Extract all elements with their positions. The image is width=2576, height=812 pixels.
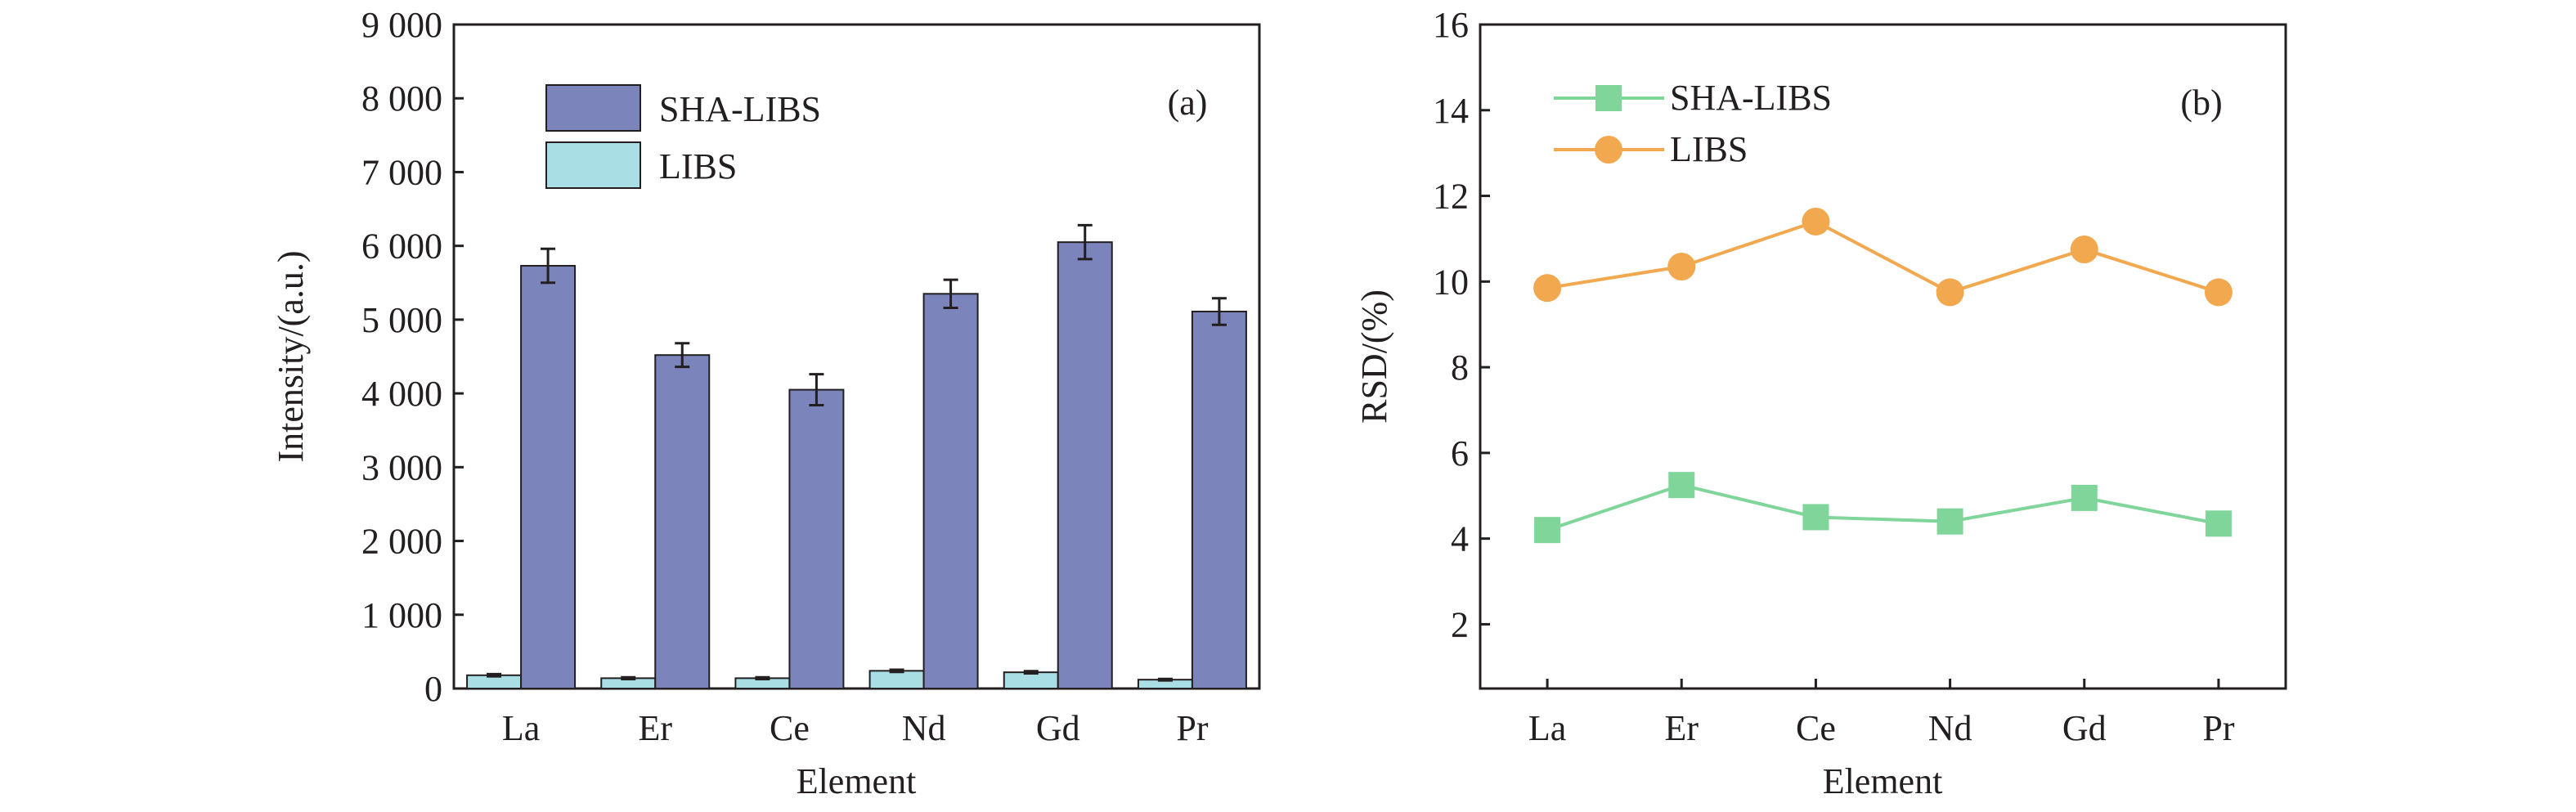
plot-area-frame-b: [1479, 23, 2287, 690]
legend-a: SHA-LIBS LIBS: [545, 84, 821, 189]
x-tick-label: Ce: [770, 708, 810, 748]
y-tick-label: 0: [424, 669, 442, 709]
x-tick-label: Pr: [1176, 708, 1208, 748]
x-axis-ticks-b: La Er Ce Nd Gd Pr: [1528, 679, 2235, 748]
legend-swatch-sha-libs: [545, 84, 641, 132]
bar-libs: [1003, 671, 1059, 690]
x-tick-label: Er: [638, 708, 672, 748]
y-axis-ticks-a: 0 1 000 2 000 3 000 4 000 5 000 6 000 7 000 8 00…: [361, 5, 464, 709]
bar-sha-libs: [922, 293, 979, 689]
legend-marker-libs: [1595, 136, 1622, 164]
data-point-libs: [1667, 252, 1696, 280]
y-tick-label: 8: [1451, 348, 1469, 388]
x-axis-ticks-a: La Er Ce Nd Gd Pr: [502, 679, 1209, 748]
y-tick-label: 7 000: [361, 152, 442, 192]
bars-a: [466, 223, 1247, 690]
y-tick-label: 6 000: [361, 227, 442, 267]
data-point-libs: [1936, 278, 1964, 307]
y-tick-label: 4 000: [361, 374, 442, 414]
data-point-sha-libs: [1936, 508, 1963, 535]
series-line-sha-libs: [1546, 483, 2219, 532]
y-axis-label-b: RSD/(%): [1354, 289, 1394, 424]
data-point-libs: [2070, 236, 2098, 264]
panel-label-a: (a): [1168, 83, 1208, 123]
bar-sha-libs: [1191, 310, 1247, 689]
x-tick-label: Pr: [2202, 708, 2234, 748]
legend-label-sha-libs: SHA-LIBS: [659, 89, 821, 129]
bar-sha-libs: [1057, 241, 1113, 689]
legend-marker-sha-libs: [1595, 85, 1622, 111]
data-point-sha-libs: [1802, 504, 1829, 531]
y-tick-label: 14: [1433, 91, 1469, 131]
bar-sha-libs: [654, 354, 711, 689]
y-tick-label: 2 000: [361, 522, 442, 562]
x-tick-label: Ce: [1796, 708, 1836, 748]
legend-swatch-libs: [545, 141, 641, 189]
x-tick-label: Gd: [2062, 708, 2107, 748]
y-tick-label: 8 000: [361, 79, 442, 119]
data-point-sha-libs: [1668, 472, 1695, 499]
y-tick-label: 9 000: [361, 5, 442, 45]
data-point-sha-libs: [1534, 517, 1561, 544]
chart-panel-b: 2 4 6 8 10 12 14 16 La Er Ce Nd Gd Pr RSD/(%) Elemen…: [1354, 5, 2287, 801]
x-axis-label-a: Element: [797, 761, 917, 801]
y-tick-label: 16: [1433, 5, 1469, 45]
y-tick-label: 10: [1433, 262, 1469, 302]
bar-sha-libs: [788, 388, 845, 689]
data-point-sha-libs: [2071, 484, 2098, 511]
x-tick-label: Nd: [902, 708, 946, 748]
plot-area-frame-a: [452, 23, 1261, 690]
data-point-libs: [1533, 274, 1562, 303]
legend-label-sha-libs-b: SHA-LIBS: [1670, 78, 1832, 118]
bar-sha-libs: [520, 265, 577, 689]
y-axis-ticks-b: 2 4 6 8 10 12 14 16: [1433, 5, 1490, 644]
panel-label-b: (b): [2180, 83, 2222, 123]
y-tick-label: 4: [1451, 519, 1469, 559]
y-tick-label: 1 000: [361, 595, 442, 635]
y-tick-label: 5 000: [361, 300, 442, 340]
y-tick-label: 12: [1433, 177, 1469, 217]
x-axis-label-b: Element: [1823, 761, 1943, 801]
data-point-libs: [1802, 207, 1830, 236]
series-line-libs: [1546, 219, 2219, 294]
chart-panel-a: 0 1 000 2 000 3 000 4 000 5 000 6 000 7 000 8 00…: [271, 5, 1261, 801]
data-point-libs: [2204, 278, 2233, 307]
x-tick-label: Gd: [1036, 708, 1080, 748]
y-tick-label: 3 000: [361, 447, 442, 487]
x-tick-label: La: [1528, 708, 1566, 748]
lines-b: [1533, 207, 2233, 544]
legend-label-libs: LIBS: [659, 146, 737, 186]
y-tick-label: 6: [1451, 433, 1469, 473]
data-point-sha-libs: [2205, 510, 2232, 537]
x-tick-label: La: [502, 708, 540, 748]
y-axis-label-a: Intensity/(a.u.): [271, 250, 311, 462]
y-tick-label: 2: [1451, 604, 1469, 644]
legend-label-libs-b: LIBS: [1670, 129, 1748, 169]
x-tick-label: Nd: [1928, 708, 1972, 748]
legend-b: SHA-LIBS LIBS: [1554, 78, 1832, 169]
bar-libs: [868, 670, 925, 690]
x-tick-label: Er: [1664, 708, 1699, 748]
